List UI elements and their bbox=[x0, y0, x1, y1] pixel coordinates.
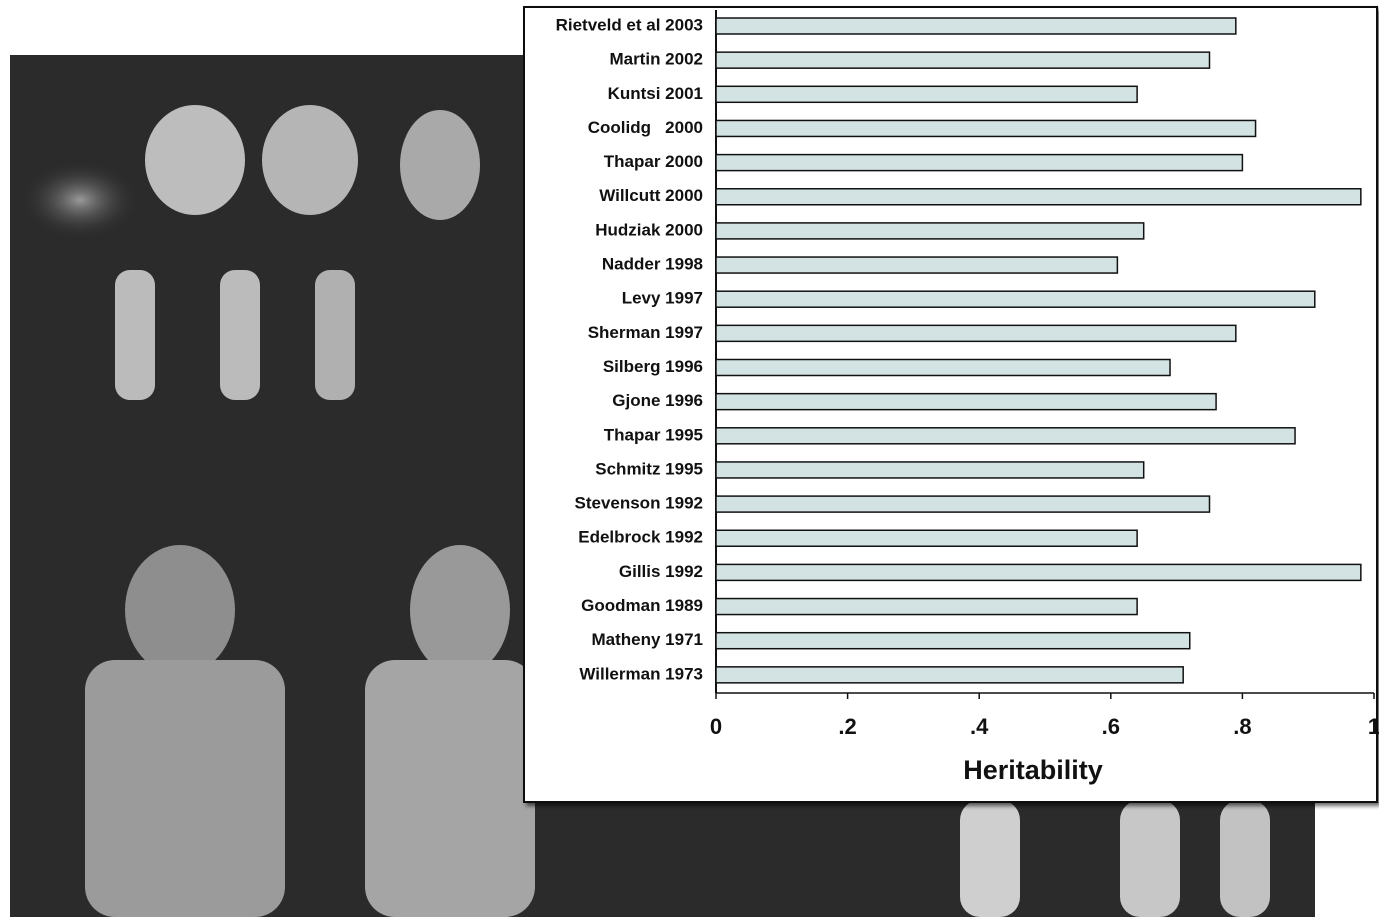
bar bbox=[715, 256, 1119, 274]
bar bbox=[715, 290, 1316, 308]
x-tick-label: .4 bbox=[970, 714, 989, 739]
bar bbox=[715, 427, 1296, 445]
y-tick-label: Gjone 1996 bbox=[612, 391, 703, 410]
y-tick-label: Willcutt 2000 bbox=[599, 186, 703, 205]
x-tick-label: 0 bbox=[710, 714, 722, 739]
y-tick-label: Thapar 1995 bbox=[604, 425, 703, 444]
y-tick-label: Kuntsi 2001 bbox=[608, 84, 703, 103]
y-tick-label: Matheny 1971 bbox=[592, 630, 704, 649]
x-tick-label: .8 bbox=[1233, 714, 1251, 739]
bar bbox=[715, 222, 1145, 240]
bar bbox=[715, 17, 1237, 35]
x-tick-label: 1 bbox=[1368, 714, 1379, 739]
y-tick-label: Goodman 1989 bbox=[581, 596, 703, 615]
bar bbox=[715, 392, 1217, 411]
bar bbox=[715, 631, 1191, 650]
chart: Heritability 0 .2 .4 .6 .8 1 Rietveld et al 20… bbox=[556, 10, 1379, 785]
x-tick-label: .2 bbox=[838, 714, 856, 739]
y-tick-label: Hudziak 2000 bbox=[595, 220, 703, 239]
y-tick-label: Gillis 1992 bbox=[619, 562, 703, 581]
y-tick-label: Thapar 2000 bbox=[604, 152, 703, 171]
bar bbox=[715, 153, 1244, 172]
x-axis-title: Heritability bbox=[963, 755, 1103, 785]
y-tick-label: Edelbrock 1992 bbox=[578, 528, 703, 547]
bar bbox=[715, 461, 1145, 479]
bar bbox=[715, 51, 1211, 69]
x-tick-label: .6 bbox=[1102, 714, 1120, 739]
bar bbox=[715, 597, 1138, 616]
y-tick-label: Coolidg 2000 bbox=[588, 118, 703, 137]
bar bbox=[715, 358, 1171, 377]
y-tick-label: Silberg 1996 bbox=[603, 357, 703, 376]
y-tick-label: Stevenson 1992 bbox=[574, 494, 703, 513]
bar bbox=[715, 119, 1257, 138]
bar bbox=[715, 495, 1211, 513]
bar bbox=[715, 563, 1362, 582]
y-tick-label: Levy 1997 bbox=[622, 289, 703, 308]
y-tick-label: Sherman 1997 bbox=[588, 323, 703, 342]
y-tick-label: Nadder 1998 bbox=[602, 255, 703, 274]
y-tick-label: Willerman 1973 bbox=[579, 664, 703, 683]
bar bbox=[715, 85, 1138, 104]
bar bbox=[715, 188, 1362, 206]
bar bbox=[715, 324, 1237, 343]
y-tick-label: Schmitz 1995 bbox=[595, 459, 703, 478]
bar bbox=[715, 666, 1184, 684]
y-tick-label: Martin 2002 bbox=[609, 50, 703, 69]
y-tick-label: Rietveld et al 2003 bbox=[556, 15, 703, 34]
bar bbox=[715, 529, 1138, 547]
